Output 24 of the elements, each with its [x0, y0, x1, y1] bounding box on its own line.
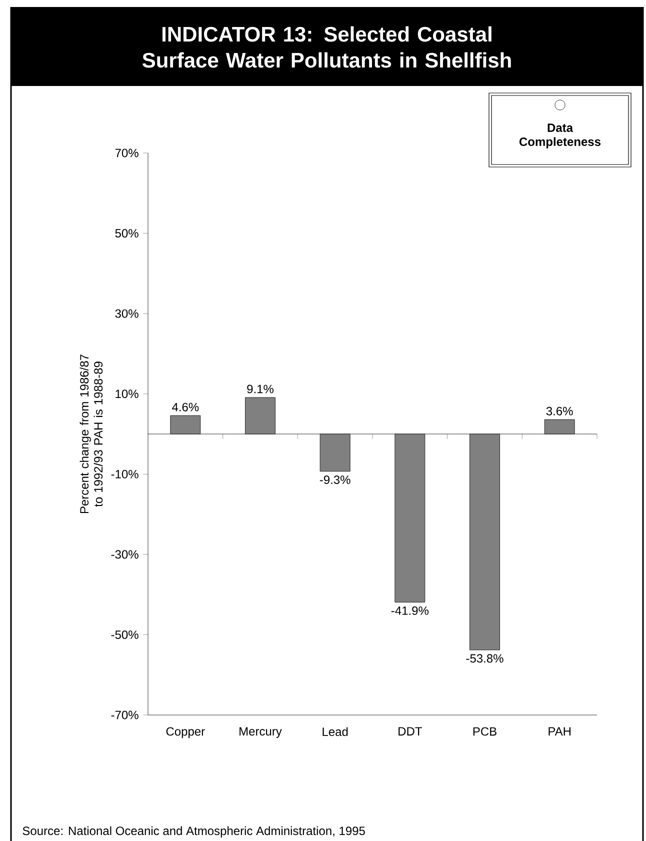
- data-label: 4.6%: [172, 402, 199, 412]
- chart-title: INDICATOR 13: Selected Coastal Surface Water Pollutants in Shellfish: [142, 26, 511, 68]
- source-note: Source: National Oceanic and Atmospheric Administration, 1995: [22, 826, 365, 838]
- data-label: -9.3%: [320, 476, 350, 484]
- y-tick-label: 50%: [115, 229, 138, 238]
- x-tick-label: PCB: [473, 727, 496, 736]
- y-tick-label: -30%: [111, 550, 138, 559]
- x-tick-label: PAH: [548, 727, 570, 736]
- text: Data Completeness: [519, 124, 601, 148]
- data-label: -53.8%: [466, 654, 504, 663]
- data-label: -41.9%: [391, 606, 428, 615]
- x-tick-label: Lead: [322, 727, 348, 736]
- y-tick-label: -70%: [111, 710, 138, 720]
- y-tick-label: -50%: [111, 630, 138, 639]
- data-label: 9.1%: [247, 384, 274, 394]
- data-label: 3.6%: [546, 406, 573, 416]
- x-tick-label: Copper: [166, 727, 205, 738]
- y-tick-label: 70%: [115, 148, 138, 158]
- y-axis-title: Percent change from 1986/87 to 1992/93 PAH is 1988-89: [80, 354, 103, 514]
- x-tick-label: DDT: [398, 727, 422, 736]
- y-tick-label: 30%: [115, 309, 138, 318]
- x-tick-label: Mercury: [240, 727, 282, 738]
- y-tick-label: 10%: [116, 390, 138, 398]
- y-tick-label: -10%: [111, 470, 138, 478]
